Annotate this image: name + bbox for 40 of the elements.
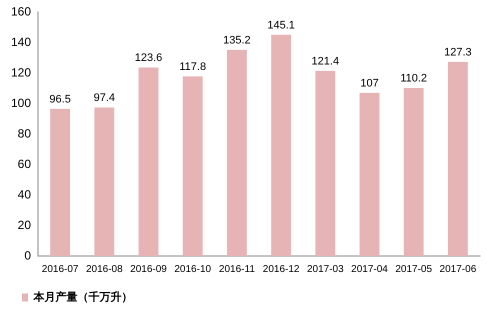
data-label: 96.5 <box>49 93 71 106</box>
bar <box>404 88 424 256</box>
y-tick-label: 60 <box>18 156 32 171</box>
bar <box>448 62 468 256</box>
y-tick-label: 160 <box>10 4 32 18</box>
bar <box>271 34 292 256</box>
y-tick-label: 140 <box>10 34 32 49</box>
bar <box>226 50 247 256</box>
x-tick-label: 2017-03 <box>306 264 344 275</box>
bar <box>138 68 158 256</box>
data-label: 117.8 <box>179 60 206 73</box>
bar <box>50 108 70 256</box>
legend-label: 本月产量（千万升） <box>32 290 132 304</box>
y-tick-label: 100 <box>10 96 32 110</box>
x-tick-label: 2016-07 <box>42 264 79 275</box>
y-tick-label: 20 <box>18 218 32 232</box>
bar <box>182 76 203 256</box>
data-label: 107 <box>360 77 379 90</box>
y-tick-label: 120 <box>10 65 32 80</box>
data-label: 121.4 <box>312 55 340 68</box>
data-label: 127.3 <box>444 46 472 58</box>
x-tick-label: 2017-05 <box>395 264 432 275</box>
x-tick-label: 2016-12 <box>262 264 300 275</box>
y-tick-label: 80 <box>18 126 32 140</box>
x-tick-label: 2016-08 <box>86 264 124 275</box>
data-label: 97.4 <box>94 92 116 104</box>
x-tick-label: 2017-04 <box>351 264 388 275</box>
x-tick-label: 2016-11 <box>218 264 256 275</box>
data-label: 145.1 <box>267 19 295 32</box>
data-label: 135.2 <box>223 34 251 46</box>
data-label: 110.2 <box>400 72 428 84</box>
x-tick-label: 2017-06 <box>440 264 477 275</box>
x-tick-label: 2016-10 <box>174 264 212 275</box>
y-tick-label: 40 <box>18 187 32 202</box>
x-tick-label: 2016-09 <box>130 264 168 275</box>
y-tick-label: 0 <box>24 248 32 262</box>
bar <box>94 107 114 256</box>
bar <box>360 92 380 256</box>
data-label: 123.6 <box>134 52 162 64</box>
bar <box>315 70 336 256</box>
